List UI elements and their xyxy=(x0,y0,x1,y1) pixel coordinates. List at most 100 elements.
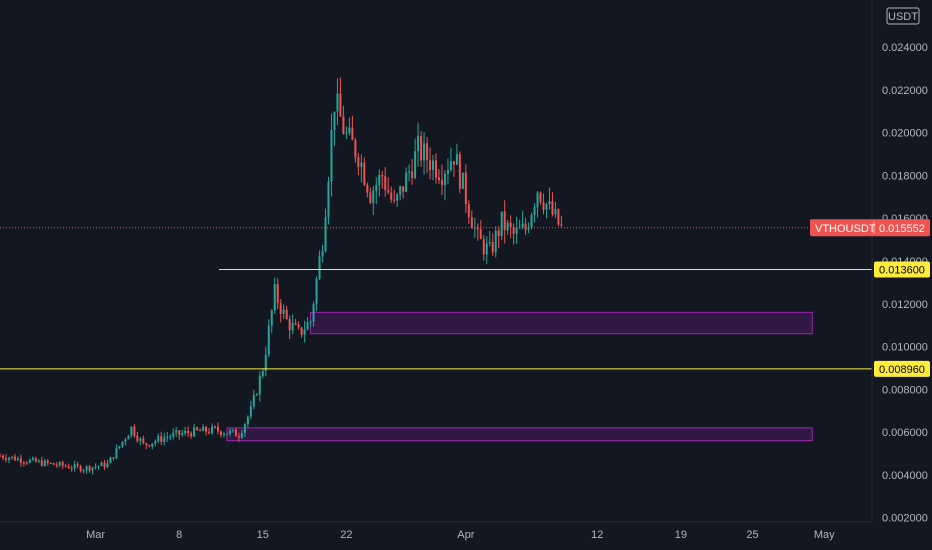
currency-badge[interactable]: USDT xyxy=(886,7,920,25)
candle-body xyxy=(458,154,461,189)
candle-body xyxy=(70,468,73,470)
candle-body xyxy=(417,135,420,152)
candle-body xyxy=(181,433,184,435)
candle-body xyxy=(79,466,82,472)
candle-body xyxy=(446,170,449,175)
candle-body xyxy=(384,176,387,191)
candle-body xyxy=(503,211,506,231)
lower-level-label-text: 0.008960 xyxy=(879,364,925,376)
candle-body xyxy=(31,458,34,460)
candle-body xyxy=(13,456,16,461)
candle-body xyxy=(393,199,396,201)
candle-body xyxy=(318,256,321,279)
candle-body xyxy=(485,243,488,255)
candle-body xyxy=(533,207,536,216)
candle-body xyxy=(432,160,435,170)
candle-body xyxy=(351,127,354,141)
upper-level-label-text: 0.013600 xyxy=(879,265,925,277)
candle-body xyxy=(312,304,315,322)
x-tick-label: Mar xyxy=(86,529,105,541)
candle-body xyxy=(548,201,551,205)
candle-body xyxy=(521,223,524,228)
candle-body xyxy=(255,394,258,396)
candle-body xyxy=(214,426,217,428)
candle-body xyxy=(252,394,255,407)
candle-body xyxy=(249,406,252,417)
candle-body xyxy=(342,116,345,134)
price-tag-box xyxy=(810,219,930,237)
candle-body xyxy=(0,455,1,457)
candle-body xyxy=(261,371,264,376)
x-axis-ticks[interactable]: Mar 8 15 22 Apr 12 19 25 May xyxy=(86,529,835,541)
candle-body xyxy=(470,217,473,229)
candle-body xyxy=(530,215,533,228)
candle-body xyxy=(378,174,381,186)
candle-body xyxy=(160,436,163,442)
candle-body xyxy=(363,162,366,185)
zone-box-1 xyxy=(310,311,813,335)
x-tick-label: 19 xyxy=(675,529,687,541)
candle-body xyxy=(321,251,324,257)
candle-body xyxy=(354,140,357,158)
candle-body xyxy=(22,462,25,464)
candle-body xyxy=(497,230,500,236)
candle-body xyxy=(64,465,67,467)
candle-body xyxy=(443,174,446,186)
candle-body xyxy=(423,143,426,161)
candle-body xyxy=(1,455,4,459)
candle-body xyxy=(375,185,378,191)
candle-body xyxy=(330,130,333,182)
y-tick-label: 0.022000 xyxy=(882,85,928,97)
candle-body xyxy=(136,435,139,441)
candle-body xyxy=(67,466,70,469)
candle-body xyxy=(306,322,309,330)
candle-body xyxy=(76,464,79,467)
candle-body xyxy=(82,470,85,472)
y-tick-label: 0.020000 xyxy=(882,128,928,140)
candle-body xyxy=(461,172,464,189)
candle-body xyxy=(464,172,467,204)
candle-body xyxy=(222,433,225,435)
candle-body xyxy=(270,310,273,326)
candle-body xyxy=(97,466,100,468)
candle-body xyxy=(405,172,408,192)
candle-body xyxy=(58,462,61,466)
candle-body xyxy=(16,458,19,461)
candle-body xyxy=(151,443,154,447)
candle-body xyxy=(49,462,52,464)
candle-body xyxy=(178,430,181,435)
candle-body xyxy=(94,466,97,468)
y-tick-label: 0.018000 xyxy=(882,170,928,182)
candle-body xyxy=(205,426,208,432)
candle-body xyxy=(7,457,10,460)
candle-body xyxy=(512,227,515,234)
candle-body xyxy=(166,436,169,438)
candle-body xyxy=(560,224,563,226)
candle-body xyxy=(557,209,560,225)
candle-body xyxy=(324,217,327,252)
candle-body xyxy=(381,174,384,177)
candle-body xyxy=(246,416,249,425)
candle-body xyxy=(294,323,297,325)
candle-body xyxy=(211,426,214,434)
candle-body xyxy=(509,222,512,228)
candle-body xyxy=(488,242,491,244)
candle-body xyxy=(187,430,190,434)
candle-body xyxy=(554,209,557,215)
candle-body xyxy=(73,464,76,469)
candle-body xyxy=(345,132,348,134)
candle-body xyxy=(25,462,28,464)
candle-body xyxy=(225,433,228,435)
candle-body xyxy=(396,194,399,201)
candle-body xyxy=(339,93,342,117)
candle-body xyxy=(426,143,429,161)
candle-body xyxy=(243,424,246,433)
candle-body xyxy=(545,204,548,210)
candle-body xyxy=(43,460,46,466)
candle-body xyxy=(476,227,479,230)
candle-body xyxy=(208,431,211,434)
candle-body xyxy=(118,446,121,448)
candle-body xyxy=(85,466,88,471)
candle-body xyxy=(399,186,402,195)
